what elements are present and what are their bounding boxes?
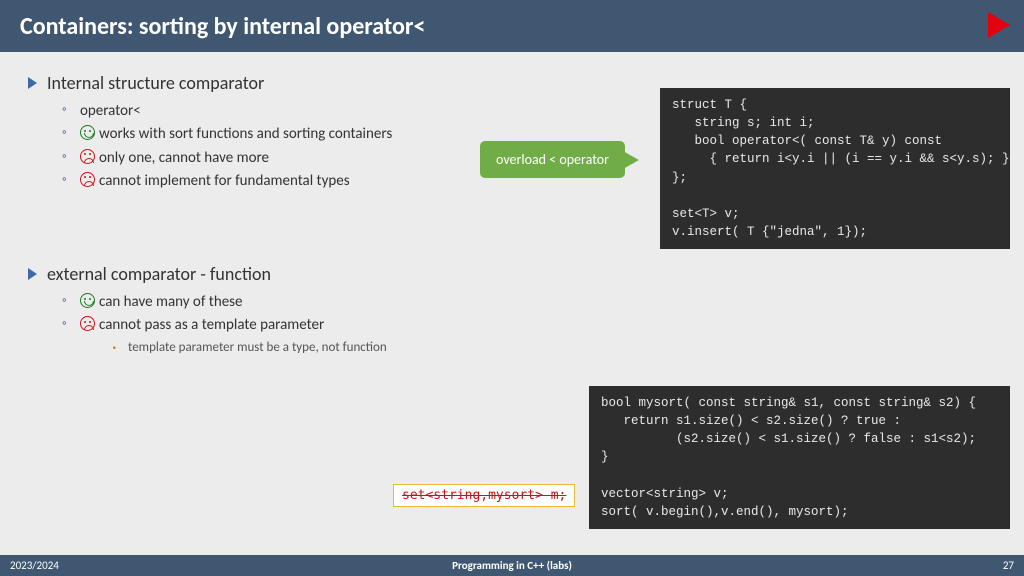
strike-text: set<string,mysort> m;: [402, 488, 566, 503]
frown-icon: [80, 149, 95, 164]
section-external: external comparator - function can have …: [28, 263, 996, 358]
frown-icon: [80, 316, 95, 331]
smile-icon: [80, 293, 95, 308]
slide-title: Containers: sorting by internal operator…: [20, 12, 425, 41]
slide-footer: 2023/2024 Programming in C++ (labs) 27: [0, 555, 1024, 576]
callout-bubble: overload < operator: [480, 141, 625, 178]
frown-icon: [80, 172, 95, 187]
slide-header: Containers: sorting by internal operator…: [0, 0, 1024, 52]
list-item: can have many of these: [66, 291, 996, 314]
footer-page: 27: [1003, 559, 1014, 572]
list-item: cannot pass as a template parameter temp…: [66, 314, 996, 357]
bullet-text: can have many of these: [99, 293, 243, 311]
bullet-text: cannot pass as a template parameter: [99, 316, 324, 334]
triangle-bullet-icon: [28, 268, 37, 280]
list-item: template parameter must be a type, not f…: [114, 338, 996, 358]
play-icon[interactable]: [988, 12, 1010, 38]
code-text: bool mysort( const string& s1, const str…: [601, 396, 976, 519]
heading-text: external comparator - function: [47, 263, 271, 285]
bullet-list: can have many of these cannot pass as a …: [28, 291, 996, 358]
smile-icon: [80, 125, 95, 140]
footer-year: 2023/2024: [10, 559, 59, 572]
bullet-text: operator<: [80, 102, 141, 120]
bullet-text: template parameter must be a type, not f…: [128, 340, 387, 355]
code-text: struct T { string s; int i; bool operato…: [672, 98, 1010, 239]
invalid-code-box: set<string,mysort> m;: [393, 484, 575, 507]
footer-course: Programming in C++ (labs): [452, 559, 572, 572]
heading-text: Internal structure comparator: [47, 72, 264, 94]
bullet-text: works with sort functions and sorting co…: [99, 125, 392, 143]
sub-list: template parameter must be a type, not f…: [80, 338, 996, 358]
bullet-text: only one, cannot have more: [99, 149, 269, 167]
section-heading: external comparator - function: [28, 263, 996, 285]
code-block-mysort: bool mysort( const string& s1, const str…: [589, 386, 1010, 529]
bullet-text: cannot implement for fundamental types: [99, 172, 350, 190]
triangle-bullet-icon: [28, 77, 37, 89]
code-block-struct: struct T { string s; int i; bool operato…: [660, 88, 1010, 249]
callout-text: overload < operator: [496, 151, 609, 168]
